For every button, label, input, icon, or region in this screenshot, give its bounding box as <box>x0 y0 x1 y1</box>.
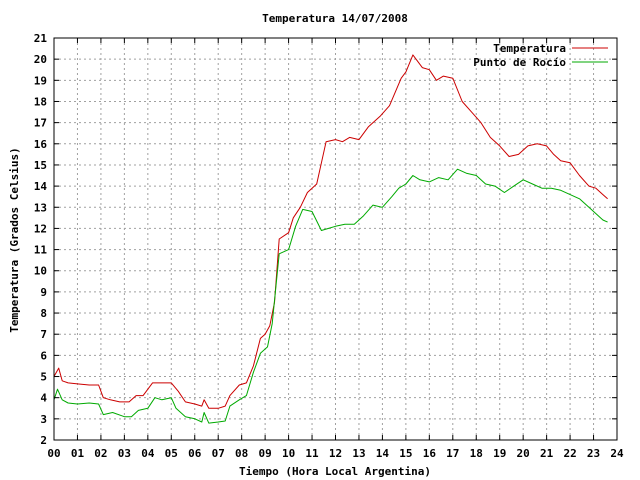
y-tick-label: 4 <box>40 392 47 405</box>
y-tick-label: 20 <box>34 53 47 66</box>
x-tick-label: 04 <box>141 447 155 460</box>
x-tick-label: 05 <box>165 447 178 460</box>
y-tick-label: 5 <box>40 371 47 384</box>
y-tick-label: 19 <box>34 74 47 87</box>
x-tick-label: 10 <box>282 447 295 460</box>
x-tick-label: 22 <box>563 447 576 460</box>
y-tick-label: 13 <box>34 201 47 214</box>
x-tick-label: 18 <box>470 447 483 460</box>
x-tick-label: 07 <box>212 447 225 460</box>
y-tick-label: 16 <box>34 138 48 151</box>
y-tick-label: 11 <box>34 244 48 257</box>
x-tick-label: 16 <box>423 447 437 460</box>
y-tick-label: 8 <box>40 307 47 320</box>
grid <box>54 38 617 440</box>
y-tick-label: 10 <box>34 265 47 278</box>
x-tick-label: 20 <box>517 447 530 460</box>
x-tick-label: 13 <box>352 447 365 460</box>
x-tick-label: 01 <box>71 447 85 460</box>
y-tick-label: 15 <box>34 159 47 172</box>
y-tick-label: 7 <box>40 328 47 341</box>
y-tick-label: 21 <box>34 32 48 45</box>
x-tick-label: 24 <box>610 447 624 460</box>
plot-area <box>53 54 608 424</box>
x-tick-label: 00 <box>47 447 60 460</box>
y-tick-label: 6 <box>40 349 47 362</box>
y-axis-label: Temperatura (Grados Celsius) <box>8 147 21 332</box>
y-tick-label: 14 <box>34 180 48 193</box>
axis-ticks: 00 01 02 03 04 05 06 07 08 09 10 11 12 13 14 15 16 17 18 19… <box>34 32 624 460</box>
x-tick-label: 03 <box>118 447 131 460</box>
series-line-punto-de-rocio <box>53 168 608 424</box>
y-tick-label: 3 <box>40 413 47 426</box>
x-tick-label: 08 <box>235 447 248 460</box>
x-tick-label: 06 <box>188 447 202 460</box>
x-tick-label: 15 <box>399 447 412 460</box>
x-tick-label: 11 <box>305 447 319 460</box>
x-tick-label: 02 <box>94 447 107 460</box>
x-tick-label: 12 <box>329 447 342 460</box>
y-tick-label: 17 <box>34 117 47 130</box>
y-tick-label: 9 <box>40 286 47 299</box>
x-tick-label: 19 <box>493 447 506 460</box>
chart-title: Temperatura 14/07/2008 <box>262 12 408 25</box>
legend-label: Punto de Rocío <box>473 56 566 69</box>
x-tick-label: 09 <box>259 447 272 460</box>
x-tick-label: 17 <box>446 447 459 460</box>
x-tick-label: 14 <box>376 447 390 460</box>
y-tick-label: 12 <box>34 222 47 235</box>
x-axis-label: Tiempo (Hora Local Argentina) <box>239 465 431 478</box>
x-tick-label: 23 <box>587 447 600 460</box>
y-tick-label: 2 <box>40 434 47 447</box>
series-line-temperatura <box>53 54 608 409</box>
legend-label: Temperatura <box>493 42 566 55</box>
x-tick-label: 21 <box>540 447 554 460</box>
y-tick-label: 18 <box>34 95 47 108</box>
